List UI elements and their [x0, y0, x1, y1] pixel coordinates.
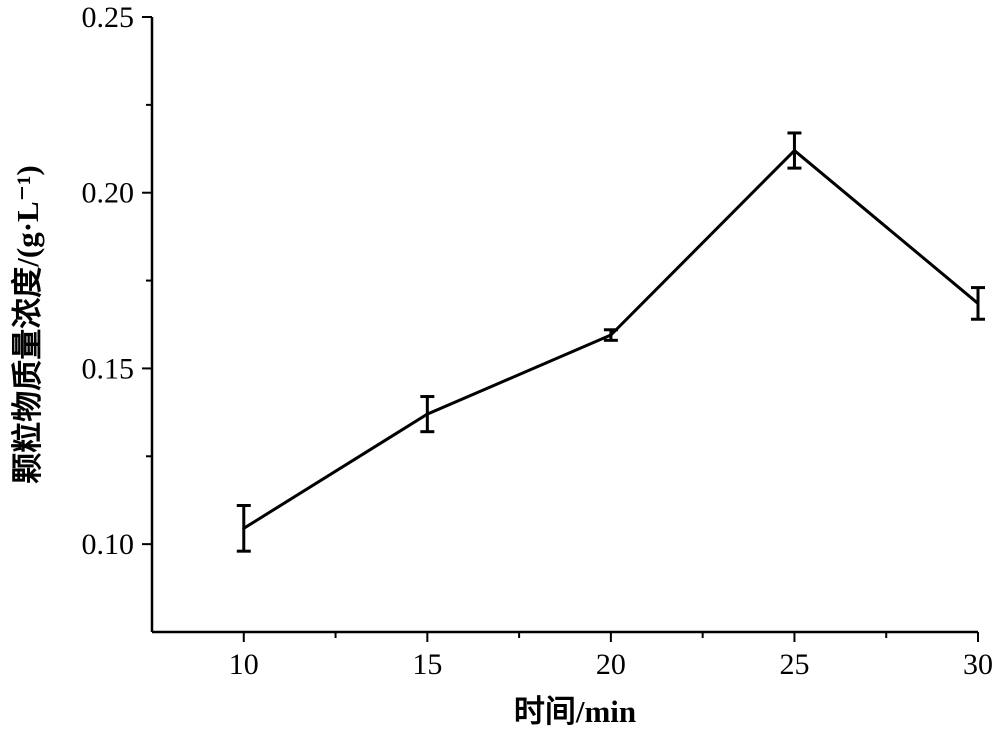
data-point — [425, 412, 429, 416]
data-point — [976, 301, 980, 305]
y-tick-label: 0.10 — [82, 528, 135, 561]
axis-titles: 时间/min 颗粒物质量浓度/(g·L⁻¹) — [10, 165, 636, 729]
x-tick-label: 15 — [412, 648, 442, 681]
y-ticks: 0.10 0.15 0.20 0.25 — [82, 1, 152, 561]
data-point — [792, 149, 796, 153]
x-tick-label: 25 — [779, 648, 809, 681]
x-tick-label: 30 — [963, 648, 993, 681]
y-tick-label: 0.20 — [82, 177, 135, 210]
x-tick-label: 10 — [229, 648, 259, 681]
x-axis-title: 时间/min — [514, 694, 636, 729]
x-ticks: 10 15 20 25 30 — [229, 632, 993, 681]
y-tick-label: 0.15 — [82, 352, 135, 385]
error-bar — [787, 131, 802, 170]
x-tick-label: 20 — [596, 648, 626, 681]
error-bar — [603, 328, 618, 342]
data-point — [242, 526, 246, 530]
error-bar — [971, 286, 985, 321]
error-bar — [420, 395, 435, 434]
y-axis-title: 颗粒物质量浓度/(g·L⁻¹) — [10, 165, 45, 483]
error-bar — [236, 503, 251, 553]
axes — [150, 17, 978, 634]
y-tick-label: 0.25 — [82, 1, 135, 34]
series — [236, 131, 985, 553]
data-point — [609, 333, 613, 337]
